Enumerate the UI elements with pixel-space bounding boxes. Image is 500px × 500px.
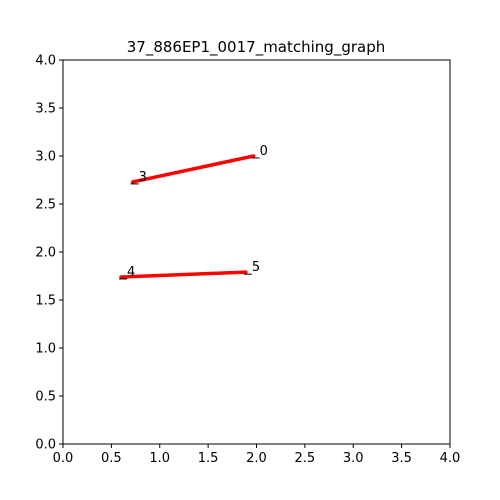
x-tick-label: 3.5 xyxy=(391,451,412,466)
node-label-0: 0 xyxy=(260,144,268,159)
edge-4-5 xyxy=(119,270,248,279)
x-tick-label: 1.0 xyxy=(149,451,170,466)
chart-title: 37_886EP1_0017_matching_graph xyxy=(127,38,386,57)
y-tick-label: 4.0 xyxy=(35,54,56,69)
y-tick-label: 3.5 xyxy=(35,102,56,117)
x-tick-label: 4.0 xyxy=(440,451,461,466)
edges xyxy=(119,154,256,279)
node-label-3: 3 xyxy=(139,170,147,185)
edge-3-0 xyxy=(130,154,256,184)
y-tick-label: 0.5 xyxy=(35,390,56,405)
x-tick-label: 1.5 xyxy=(198,451,219,466)
node-labels: 0 3 4 5 xyxy=(119,144,268,280)
node-label-4: 4 xyxy=(127,265,135,280)
y-tick-label: 1.5 xyxy=(35,294,56,309)
x-tick-label: 2.5 xyxy=(295,451,316,466)
node-label-5: 5 xyxy=(252,260,260,275)
x-tick-label: 0.0 xyxy=(53,451,74,466)
y-axis: 0.0 0.5 1.0 1.5 2.0 2.5 3.0 3.5 4.0 xyxy=(35,54,63,453)
y-tick-label: 3.0 xyxy=(35,150,56,165)
x-axis: 0.0 0.5 1.0 1.5 2.0 2.5 3.0 3.5 4.0 xyxy=(53,444,461,466)
x-tick-label: 3.0 xyxy=(343,451,364,466)
y-tick-label: 0.0 xyxy=(35,438,56,453)
x-tick-label: 0.5 xyxy=(101,451,122,466)
y-tick-label: 2.5 xyxy=(35,198,56,213)
y-tick-label: 2.0 xyxy=(35,246,56,261)
x-tick-label: 2.0 xyxy=(246,451,267,466)
y-tick-label: 1.0 xyxy=(35,342,56,357)
plot-area xyxy=(62,59,451,445)
